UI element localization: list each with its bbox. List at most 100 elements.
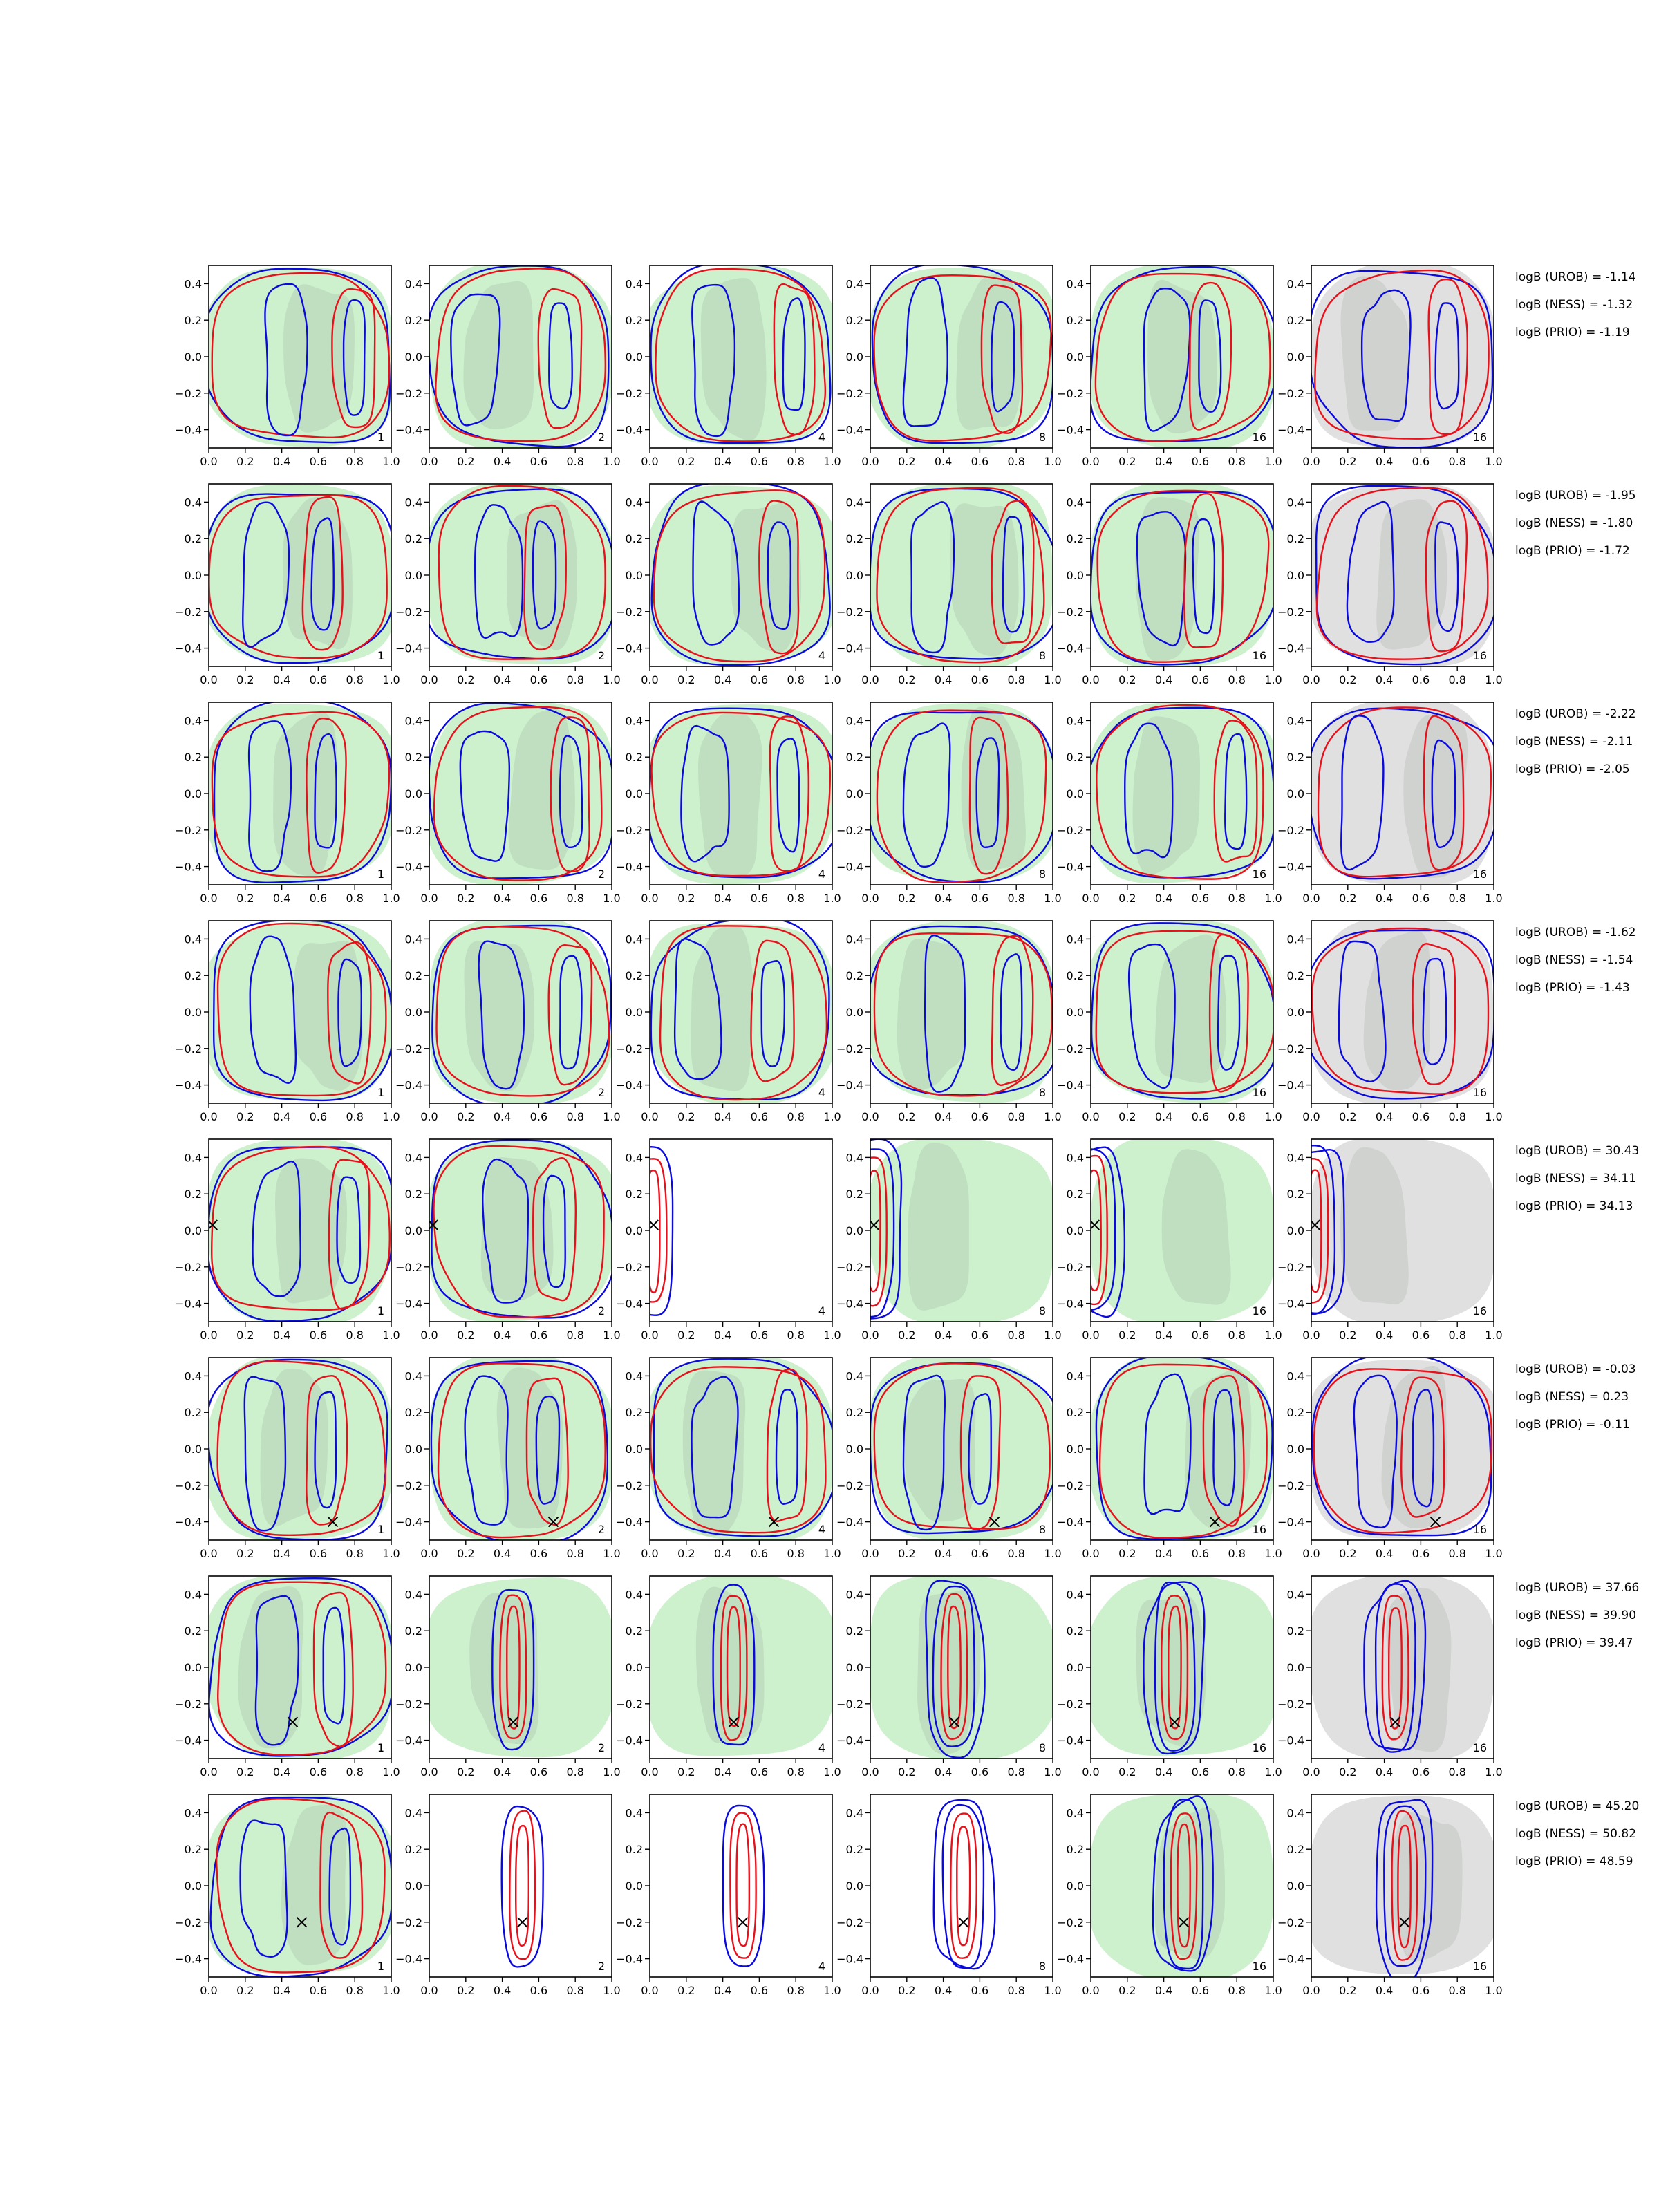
y-tick-label: 0.2 xyxy=(626,1624,643,1638)
panel-r5-c6: 0.0 0.2 0.4 0.6 0.8 1.0 0.4 0.2 0.0 −0.2 −0.4 16 xyxy=(1277,1138,1503,1342)
true-value-marker xyxy=(1209,1516,1221,1528)
red-contour xyxy=(216,1360,386,1536)
blue-contour xyxy=(1434,302,1460,410)
x-tick-label: 0.0 xyxy=(861,455,879,468)
y-tick-label: 0.0 xyxy=(1067,787,1084,800)
red-contour xyxy=(216,922,387,1097)
panel-label: 4 xyxy=(818,1741,825,1754)
x-tick-label: 0.8 xyxy=(1007,1329,1024,1342)
x-tick-label: 0.4 xyxy=(935,1984,952,1997)
x-tick-label: 1.0 xyxy=(823,673,841,686)
y-tick-label: 0.4 xyxy=(1287,1369,1304,1382)
x-tick-label: 0.8 xyxy=(1448,1984,1465,1997)
y-tick-label: −0.2 xyxy=(1057,1042,1084,1056)
red-contour xyxy=(940,1593,968,1740)
panel-contours xyxy=(1091,1139,1273,1322)
y-tick-label: 0.4 xyxy=(405,496,422,509)
x-tick-label: 0.8 xyxy=(346,1329,363,1342)
density-fill xyxy=(1311,921,1494,1103)
y-tick-label: 0.4 xyxy=(185,496,202,509)
x-tick-label: 0.6 xyxy=(751,673,768,686)
density-fill-inner xyxy=(700,278,767,441)
x-tick-label: 0.4 xyxy=(1376,1329,1393,1342)
true-value-marker xyxy=(287,1716,299,1727)
red-contour xyxy=(653,489,826,663)
y-tick-label: −0.4 xyxy=(1057,1079,1084,1092)
x-tick-label: 1.0 xyxy=(382,673,400,686)
blue-contour xyxy=(1002,516,1025,633)
panel-contours xyxy=(500,1805,544,1968)
panel-label: 4 xyxy=(818,431,825,444)
x-tick-label: 0.2 xyxy=(898,455,915,468)
y-tick-label: 0.0 xyxy=(846,569,863,582)
panel-r7-c2: 0.0 0.2 0.4 0.6 0.8 1.0 0.4 0.2 0.0 −0.2 −0.4 2 xyxy=(395,1575,621,1779)
x-tick-label: 0.6 xyxy=(751,1329,768,1342)
blue-contour xyxy=(902,1374,946,1531)
y-tick-label: 0.2 xyxy=(405,969,422,982)
y-tick-label: −0.4 xyxy=(1277,861,1304,874)
x-tick-label: 0.0 xyxy=(1082,1765,1099,1779)
y-tick-label: 0.0 xyxy=(846,1661,863,1674)
density-fill-inner xyxy=(908,1143,969,1311)
red-contour xyxy=(509,1810,536,1960)
y-tick-label: −0.2 xyxy=(616,606,643,619)
panel-label: 2 xyxy=(598,1086,605,1099)
panel-frame xyxy=(649,1138,833,1322)
panel-label: 8 xyxy=(1039,431,1046,444)
x-tick-label: 0.6 xyxy=(1192,455,1209,468)
red-contour xyxy=(1381,1595,1409,1741)
red-contour xyxy=(1311,927,1490,1095)
density-fill-inner xyxy=(1185,1368,1252,1530)
blue-contour xyxy=(1353,1374,1398,1529)
x-tick-label: 0.2 xyxy=(1339,1329,1356,1342)
y-tick-label: 0.4 xyxy=(1287,714,1304,727)
y-tick-label: 0.2 xyxy=(1067,314,1084,327)
y-tick-label: −0.4 xyxy=(1057,861,1084,874)
density-fill-inner xyxy=(1340,276,1409,431)
y-tick-label: 0.4 xyxy=(1287,1806,1304,1819)
density-fill xyxy=(1091,1358,1273,1540)
blue-contour xyxy=(1375,1799,1434,1977)
density-fill xyxy=(429,702,612,885)
panel-contours xyxy=(1311,484,1494,666)
blue-contour xyxy=(1124,722,1174,859)
x-tick-label: 0.6 xyxy=(530,892,547,905)
y-tick-label: −0.2 xyxy=(395,1042,422,1056)
panel-label: 2 xyxy=(598,1304,605,1318)
true-value-marker xyxy=(516,1917,528,1928)
y-tick-label: 0.4 xyxy=(405,932,422,946)
y-tick-label: −0.4 xyxy=(1057,424,1084,437)
red-contour xyxy=(947,1605,962,1730)
blue-contour xyxy=(1091,1148,1116,1311)
panel-label: 4 xyxy=(818,1086,825,1099)
red-contour xyxy=(499,1594,527,1740)
blue-contour xyxy=(968,1393,992,1505)
x-tick-label: 0.0 xyxy=(420,1547,438,1560)
x-tick-label: 1.0 xyxy=(1485,892,1502,905)
panel-label: 1 xyxy=(377,1086,384,1099)
blue-contour xyxy=(247,720,292,872)
panel-contours xyxy=(209,1794,391,1977)
panel-label: 8 xyxy=(1039,1960,1046,1973)
blue-contour xyxy=(322,1606,346,1725)
density-fill xyxy=(1091,921,1273,1103)
y-tick-label: 0.0 xyxy=(405,787,422,800)
logb-label: logB (NESS) = -2.11 xyxy=(1515,735,1633,749)
red-contour xyxy=(327,941,372,1085)
x-tick-label: 0.0 xyxy=(420,1765,438,1779)
x-tick-label: 0.6 xyxy=(310,1547,327,1560)
panel-r3-c4: 0.0 0.2 0.4 0.6 0.8 1.0 0.4 0.2 0.0 −0.2 −0.4 8 xyxy=(836,702,1062,905)
y-tick-label: 0.0 xyxy=(1287,1661,1304,1674)
blue-contour xyxy=(491,1588,535,1751)
x-tick-label: 0.8 xyxy=(566,892,583,905)
y-tick-label: −0.2 xyxy=(616,1916,643,1929)
x-tick-label: 0.6 xyxy=(751,1765,768,1779)
x-tick-label: 0.2 xyxy=(236,1329,254,1342)
x-tick-label: 0.0 xyxy=(641,455,658,468)
y-tick-label: 0.2 xyxy=(405,751,422,764)
true-value-marker xyxy=(737,1917,749,1928)
x-tick-label: 0.6 xyxy=(1412,673,1430,686)
panel-contours xyxy=(429,484,612,665)
logb-label: logB (NESS) = 39.90 xyxy=(1515,1609,1636,1622)
blue-contour xyxy=(459,730,511,862)
